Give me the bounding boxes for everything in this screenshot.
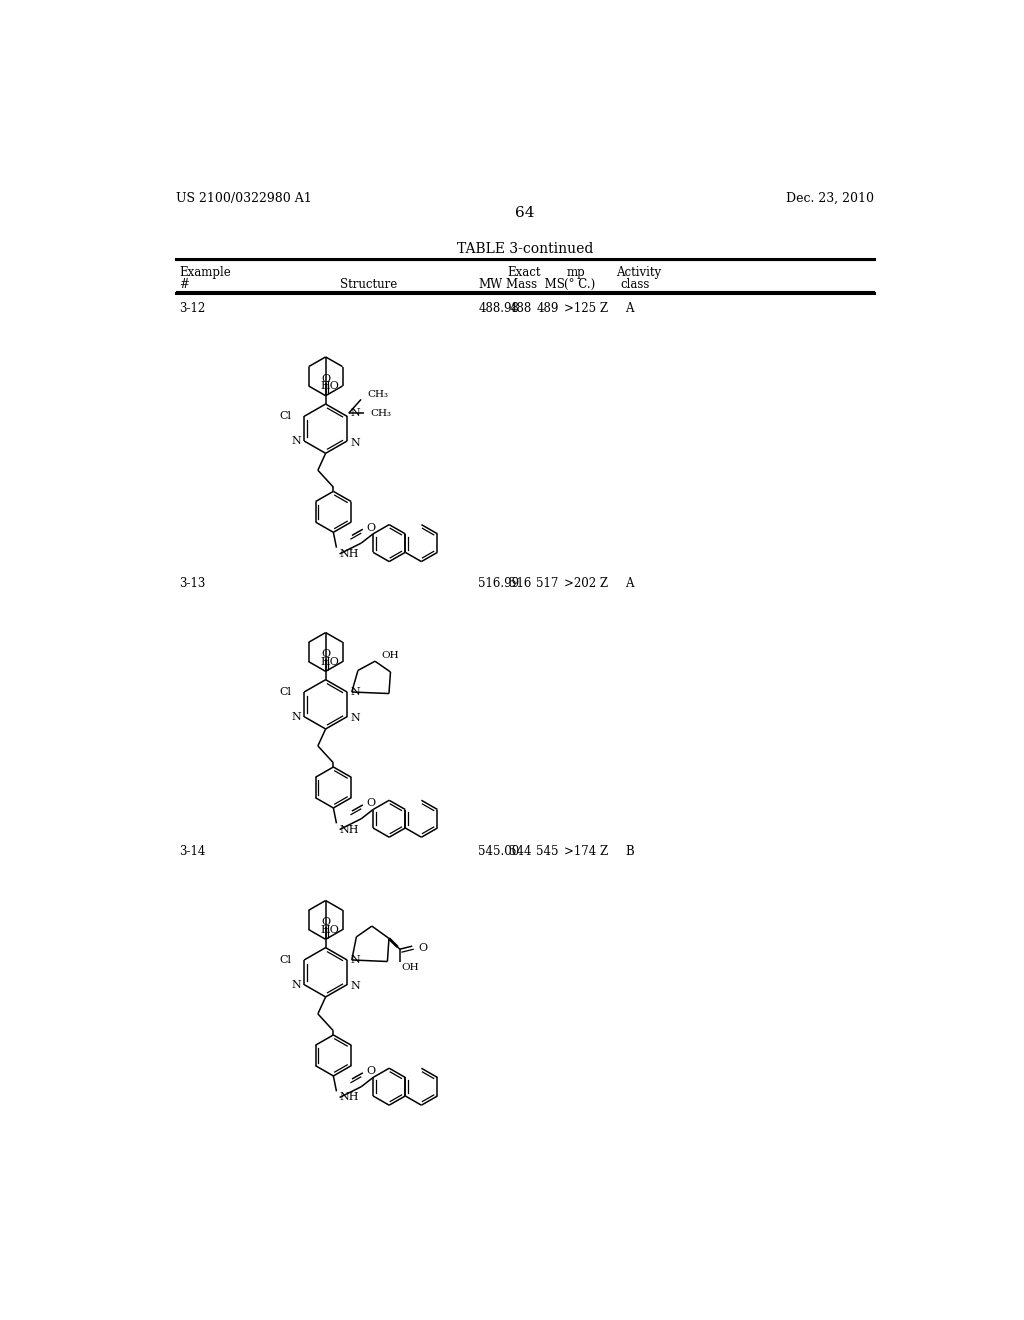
Text: CH₃: CH₃: [371, 409, 391, 417]
Text: N: N: [350, 408, 360, 418]
Text: 488.98: 488.98: [478, 302, 519, 314]
Text: Activity: Activity: [616, 267, 662, 280]
Text: O: O: [366, 799, 375, 808]
Text: N: N: [291, 979, 301, 990]
Text: Dec. 23, 2010: Dec. 23, 2010: [785, 191, 873, 205]
Text: 517: 517: [537, 577, 559, 590]
Text: HO: HO: [321, 924, 339, 935]
Text: N: N: [350, 954, 360, 965]
Text: 545.00: 545.00: [478, 845, 519, 858]
Text: TABLE 3-continued: TABLE 3-continued: [457, 242, 593, 256]
Text: mp: mp: [566, 267, 586, 280]
Text: >174 Z: >174 Z: [564, 845, 608, 858]
Text: HO: HO: [321, 381, 339, 391]
Text: N: N: [350, 437, 360, 447]
Text: Cl: Cl: [280, 686, 292, 697]
Text: OH: OH: [401, 964, 419, 972]
Text: N: N: [291, 436, 301, 446]
Text: N: N: [350, 713, 360, 723]
Text: NH: NH: [340, 825, 359, 834]
Text: Cl: Cl: [280, 954, 292, 965]
Text: O: O: [322, 917, 330, 928]
Text: 3-12: 3-12: [179, 302, 206, 314]
Text: B: B: [626, 845, 634, 858]
Text: 64: 64: [515, 206, 535, 220]
Text: 545: 545: [537, 845, 559, 858]
Text: 488: 488: [509, 302, 531, 314]
Text: 516: 516: [509, 577, 531, 590]
Text: 3-14: 3-14: [179, 845, 206, 858]
Text: 489: 489: [537, 302, 559, 314]
Text: 3-13: 3-13: [179, 577, 206, 590]
Text: (° C.): (° C.): [564, 277, 596, 290]
Text: MW: MW: [478, 277, 503, 290]
Text: NH: NH: [340, 1093, 359, 1102]
Text: Cl: Cl: [280, 412, 292, 421]
Text: 516.99: 516.99: [478, 577, 519, 590]
Text: Example: Example: [179, 267, 230, 280]
Text: O: O: [322, 649, 330, 660]
Text: A: A: [626, 302, 634, 314]
Text: N: N: [350, 981, 360, 991]
Text: Structure: Structure: [340, 277, 397, 290]
Text: >125 Z: >125 Z: [564, 302, 608, 314]
Text: N: N: [350, 686, 360, 697]
Text: Mass  MS: Mass MS: [506, 277, 565, 290]
Text: #: #: [179, 277, 189, 290]
Text: A: A: [626, 577, 634, 590]
Text: O: O: [419, 942, 428, 953]
Text: NH: NH: [340, 549, 359, 558]
Text: CH₃: CH₃: [368, 391, 388, 399]
Text: OH: OH: [381, 651, 398, 660]
Text: 544: 544: [509, 845, 531, 858]
Text: O: O: [366, 1067, 375, 1076]
Text: O: O: [366, 523, 375, 533]
Text: N: N: [291, 711, 301, 722]
Text: O: O: [322, 374, 330, 384]
Text: Exact: Exact: [508, 267, 542, 280]
Text: class: class: [621, 277, 649, 290]
Text: HO: HO: [321, 656, 339, 667]
Text: US 2100/0322980 A1: US 2100/0322980 A1: [176, 191, 311, 205]
Text: >202 Z: >202 Z: [564, 577, 608, 590]
